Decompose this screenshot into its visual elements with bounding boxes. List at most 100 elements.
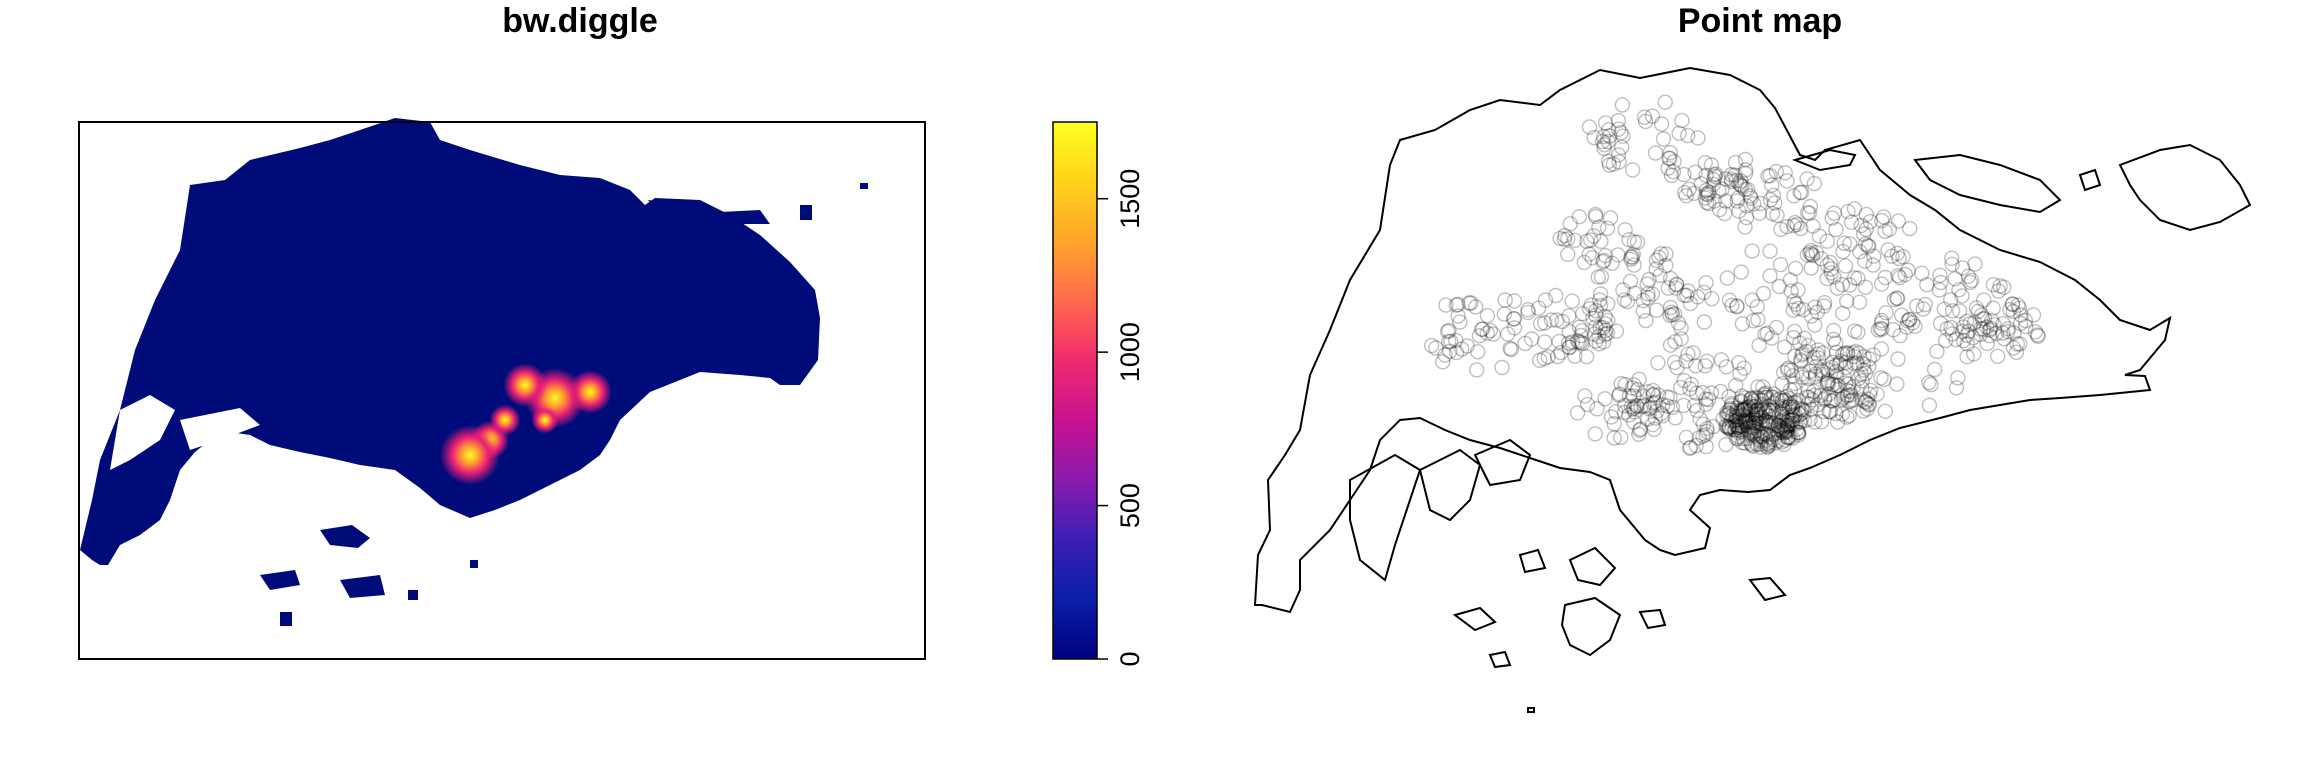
data-point	[2027, 324, 2044, 340]
data-point	[1757, 387, 1773, 403]
data-point	[1727, 413, 1743, 429]
data-point	[1653, 116, 1670, 132]
data-point	[1862, 382, 1879, 398]
data-point	[1921, 374, 1937, 391]
data-point	[1645, 382, 1661, 399]
data-point	[1958, 313, 1975, 329]
data-point	[1734, 402, 1750, 419]
data-point	[1695, 384, 1711, 401]
data-point	[1832, 353, 1849, 369]
data-point	[1963, 272, 1980, 289]
data-point	[1837, 258, 1854, 274]
data-point	[1561, 323, 1577, 340]
data-point	[1807, 414, 1823, 430]
data-point	[1826, 391, 1843, 408]
data-point	[1803, 260, 1819, 276]
hotspot-cell	[440, 425, 500, 485]
data-point	[1748, 389, 1764, 406]
data-point	[1901, 311, 1918, 328]
data-point	[1591, 328, 1607, 344]
data-point	[1786, 382, 1802, 398]
data-point	[1698, 275, 1714, 291]
data-point	[1729, 298, 1745, 314]
data-point	[1973, 307, 1990, 323]
data-point	[1644, 417, 1661, 433]
data-point	[1985, 277, 2002, 293]
data-point	[1755, 285, 1772, 302]
data-point	[1707, 168, 1723, 185]
data-point	[1761, 437, 1778, 453]
data-point	[1750, 379, 1766, 395]
data-point	[1780, 360, 1796, 376]
data-point	[1803, 308, 1820, 324]
data-point	[1767, 407, 1784, 423]
data-point	[1719, 407, 1735, 423]
data-point	[1869, 386, 1885, 402]
data-point	[1721, 292, 1738, 308]
data-point	[1759, 436, 1775, 452]
data-point	[1751, 415, 1768, 431]
data-point	[1907, 318, 1923, 334]
data-point	[1786, 375, 1803, 392]
data-point	[1587, 426, 1603, 442]
data-point	[1531, 352, 1548, 368]
data-point	[1810, 342, 1826, 358]
data-point	[1861, 238, 1877, 255]
data-point	[1828, 368, 1845, 384]
data-point	[1757, 426, 1774, 442]
data-point	[1793, 220, 1809, 237]
data-point	[1760, 414, 1776, 431]
data-point	[1729, 405, 1745, 421]
data-point	[1581, 301, 1598, 317]
data-point	[1658, 257, 1674, 274]
data-point	[1574, 335, 1591, 352]
data-point	[1599, 325, 1616, 341]
data-point	[1917, 296, 1934, 313]
data-point	[1586, 129, 1602, 146]
colorbar-tick-label: 0	[1115, 651, 1145, 666]
data-point	[2012, 315, 2029, 332]
data-point	[1751, 205, 1768, 221]
data-point	[1562, 216, 1579, 232]
data-point	[2004, 296, 2021, 312]
data-point	[1823, 359, 1840, 376]
data-point	[2009, 336, 2026, 352]
data-point	[1890, 213, 1907, 229]
data-point	[1795, 302, 1812, 318]
data-point	[1851, 345, 1867, 361]
colorbar-tick-label: 1500	[1115, 169, 1145, 229]
data-point	[1738, 209, 1755, 226]
data-point	[1937, 332, 1954, 349]
data-point	[1820, 375, 1837, 391]
data-point	[1628, 397, 1645, 414]
data-point	[1537, 292, 1554, 308]
data-point	[1860, 237, 1876, 254]
data-point	[1655, 408, 1671, 424]
data-point	[1701, 195, 1717, 212]
data-point	[1822, 404, 1839, 420]
data-point	[2029, 327, 2046, 343]
data-point	[1561, 339, 1577, 356]
island-outline	[1473, 438, 1532, 487]
data-point	[1733, 173, 1749, 189]
data-point	[1804, 392, 1821, 408]
island-outline	[1253, 66, 2172, 614]
data-point	[1675, 397, 1692, 414]
data-point	[1878, 305, 1894, 321]
data-point	[1890, 267, 1906, 284]
data-point	[1665, 163, 1682, 180]
data-point	[1881, 221, 1898, 238]
data-point	[1872, 320, 1889, 337]
data-point	[1842, 383, 1858, 400]
data-point	[1589, 401, 1605, 417]
data-point	[1758, 432, 1775, 448]
data-point	[1806, 317, 1823, 333]
data-point	[1874, 212, 1890, 229]
data-point	[1959, 349, 1975, 365]
data-point	[1802, 363, 1818, 380]
data-point	[1682, 295, 1699, 312]
data-point	[1752, 195, 1769, 212]
data-point	[1593, 233, 1609, 250]
data-point	[1827, 335, 1844, 351]
data-point	[1731, 355, 1747, 371]
